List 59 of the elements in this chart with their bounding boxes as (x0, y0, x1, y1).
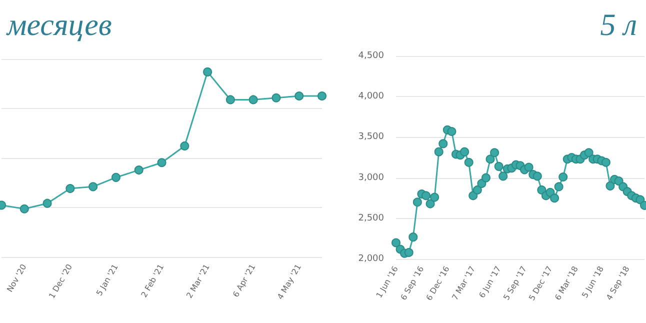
point (272, 93, 281, 102)
point (408, 232, 418, 242)
point (460, 147, 470, 156)
point (412, 198, 422, 207)
point (248, 95, 258, 104)
y-tick-label: 2,000 (358, 254, 384, 264)
point (88, 182, 98, 192)
y-tick-label: 3,000 (358, 172, 384, 183)
point (494, 162, 504, 171)
point (606, 181, 615, 190)
point (134, 166, 144, 175)
point (203, 67, 212, 76)
point (422, 191, 430, 200)
point (486, 154, 495, 164)
point (524, 162, 534, 172)
point (537, 185, 546, 194)
x-tick-label: 5 Jun '18 (580, 264, 606, 300)
point (294, 92, 304, 101)
point (601, 158, 610, 167)
x-tick-label: 4 Sep '18 (604, 264, 632, 302)
point (472, 185, 482, 194)
chart-title: 5 л (600, 7, 638, 42)
point (532, 172, 542, 181)
x-tick-label: 6 Jun '17 (477, 264, 503, 300)
point (20, 204, 29, 214)
y-tick-label: 3,500 (358, 132, 384, 142)
y-tick-label: 2,500 (358, 213, 384, 224)
point (434, 147, 444, 156)
point (111, 172, 120, 182)
point (318, 92, 326, 101)
point (157, 158, 166, 168)
point (447, 127, 456, 136)
x-tick-label: 2 Feb '21 (140, 262, 166, 299)
y-tick-label: 4,500 (358, 51, 384, 61)
point (430, 192, 440, 202)
point (464, 158, 474, 167)
chart-title: месяцев (6, 7, 112, 42)
x-tick-label: 5 Jan '21 (94, 262, 120, 298)
point (477, 178, 486, 188)
point (468, 191, 478, 200)
point (42, 198, 52, 208)
point (180, 141, 190, 150)
point (550, 194, 560, 203)
x-tick-label: 1 Jun '16 (374, 264, 400, 300)
point (584, 148, 594, 158)
x-tick-label: 5 Sep '17 (502, 264, 528, 302)
point (554, 182, 564, 192)
point (438, 139, 448, 148)
point (558, 172, 568, 182)
point (426, 199, 435, 208)
point (392, 238, 400, 248)
point (226, 95, 235, 104)
point (498, 172, 508, 181)
point (481, 173, 490, 182)
x-tick-label: 6 Sep '16 (399, 264, 426, 302)
point (490, 148, 500, 158)
point (66, 184, 75, 194)
y-tick-label: 4,000 (358, 92, 384, 102)
point (404, 248, 414, 257)
